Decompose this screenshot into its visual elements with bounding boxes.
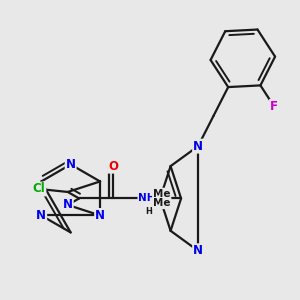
Text: N: N [193,140,203,153]
Text: N: N [66,158,76,171]
Text: N: N [36,209,46,222]
Text: Me: Me [153,189,170,199]
Text: Me: Me [153,198,170,208]
Text: NH: NH [138,194,156,203]
Text: O: O [108,160,118,173]
Text: N: N [63,198,73,212]
Text: N: N [193,244,203,257]
Text: Cl: Cl [33,182,45,196]
Text: F: F [270,100,278,113]
Text: H: H [145,207,152,216]
Text: N: N [95,209,105,222]
